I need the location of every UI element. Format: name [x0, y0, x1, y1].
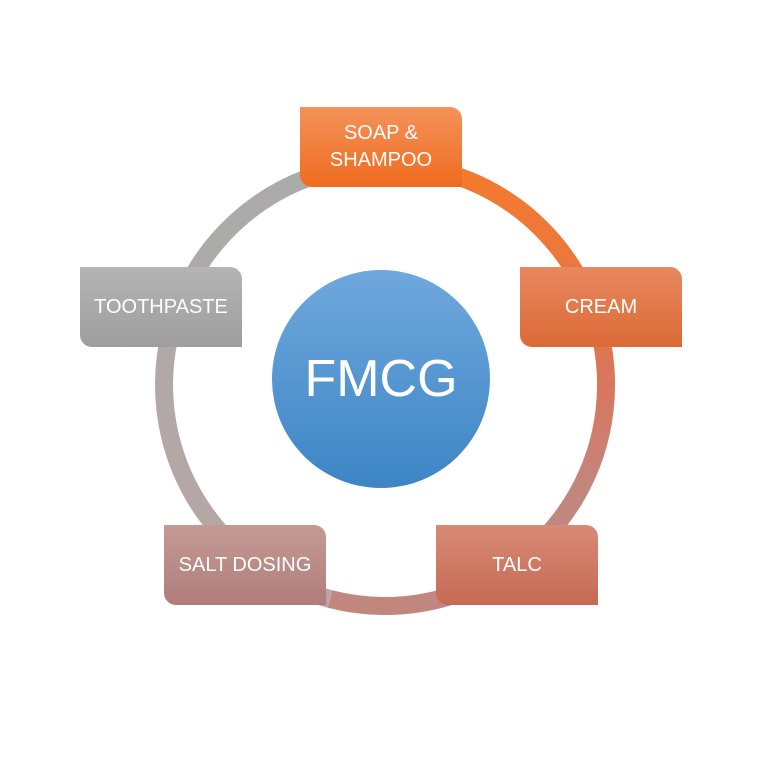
node-label: SOAP & SHAMPOO — [329, 122, 433, 171]
node-label: SALT DOSING — [178, 553, 312, 576]
node-label: TOOTHPASTE — [94, 295, 228, 318]
node-cream: CREAM — [520, 267, 682, 347]
node-label: TALC — [492, 553, 542, 576]
node-soap-shampoo: SOAP & SHAMPOO — [300, 107, 462, 187]
node-label: CREAM — [564, 295, 638, 318]
center-label: FMCG — [304, 350, 458, 408]
center-fmcg-circle: FMCG — [272, 270, 490, 488]
node-talc: TALC — [436, 525, 598, 605]
node-toothpaste: TOOTHPASTE — [80, 267, 242, 347]
node-salt-dosing: SALT DOSING — [164, 525, 326, 605]
